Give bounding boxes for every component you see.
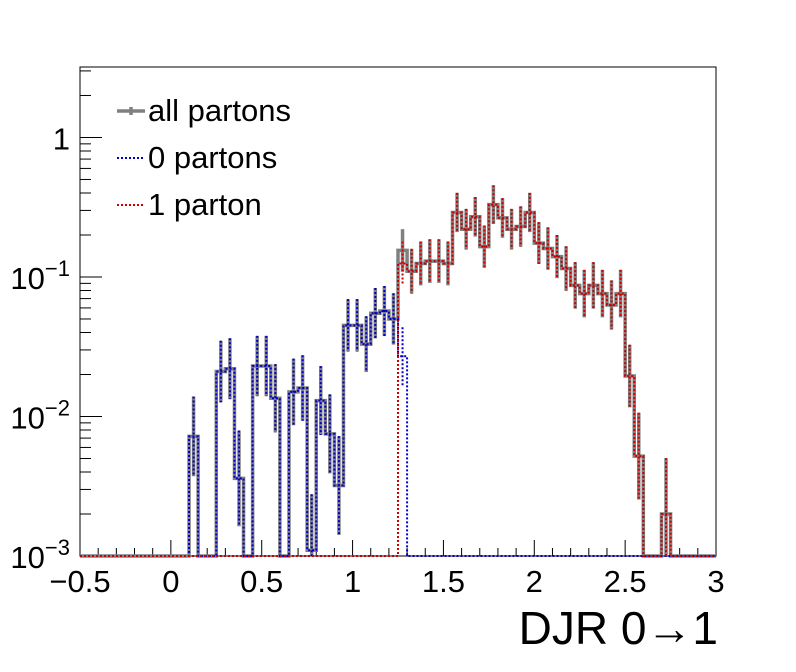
x-tick-label: 1.5: [422, 564, 465, 599]
y-tick-label: 10−2: [10, 395, 70, 435]
x-axis-title: DJR 0→1: [519, 602, 718, 654]
series-2: [80, 185, 716, 557]
x-tick-label: 2.5: [604, 564, 647, 599]
series-layer: [80, 185, 716, 558]
y-tick-labels: 10−3 10−2 10−1 1: [10, 121, 70, 575]
x-tick-label: 3: [707, 564, 724, 599]
legend-label: 0 partons: [148, 140, 277, 175]
x-tick-label: 0: [162, 564, 179, 599]
y-tick-label: 10−1: [10, 256, 70, 296]
y-tick-label: 10−3: [10, 535, 70, 575]
series-1: [80, 285, 716, 557]
x-tick-label: 1: [344, 564, 361, 599]
legend-label: 1 parton: [148, 187, 262, 222]
x-tick-labels: −0.5 0 0.5 1 1.5 2 2.5 3: [49, 564, 724, 599]
x-tick-label: −0.5: [49, 564, 110, 599]
x-tick-label: 0.5: [240, 564, 283, 599]
y-tick-label: 1: [53, 121, 70, 156]
legend-label: all partons: [148, 93, 291, 128]
x-tick-label: 2: [526, 564, 543, 599]
legend: all partons 0 partons 1 parton: [117, 93, 291, 222]
